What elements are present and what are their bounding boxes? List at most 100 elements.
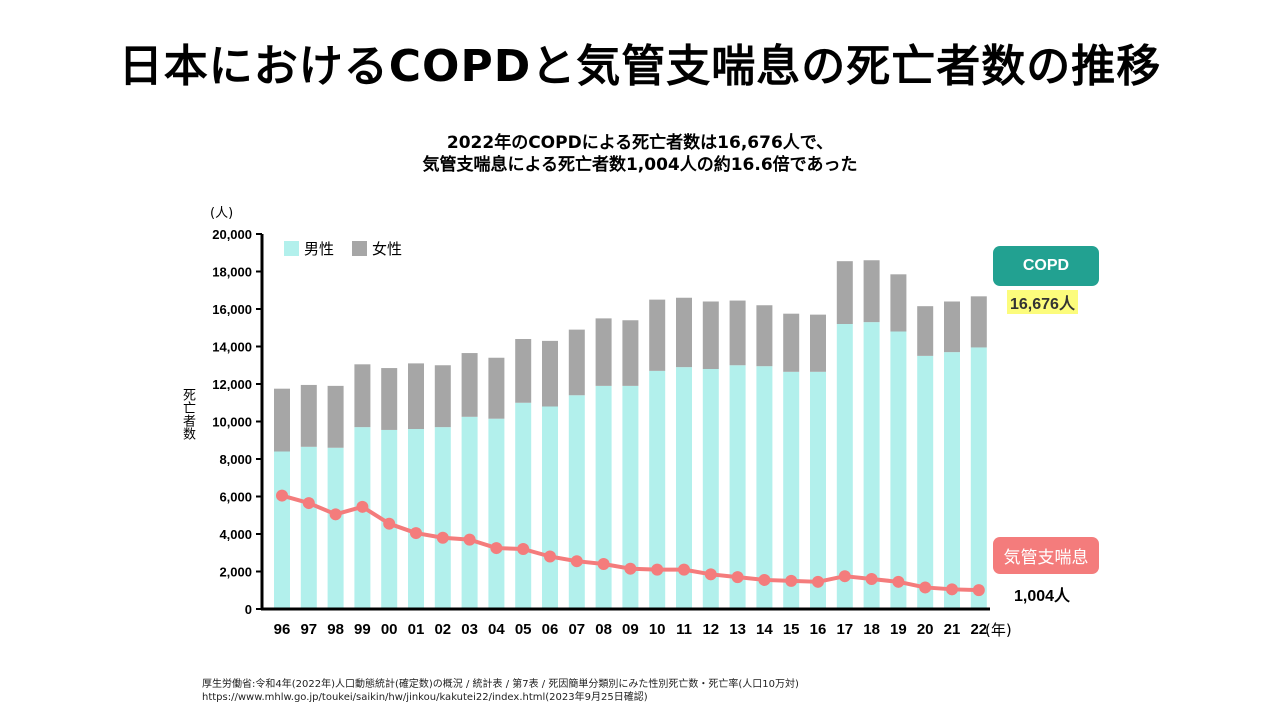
x-tick-label: 15 <box>783 621 800 638</box>
chart-subtitle: 2022年のCOPDによる死亡者数は16,676人で、 気管支喘息による死亡者数… <box>0 132 1280 176</box>
bar-female-14 <box>756 305 773 367</box>
bar-male-16 <box>810 371 826 609</box>
asthma-point-22 <box>972 584 985 597</box>
source-citation: 厚生労働省:令和4年(2022年)人口動態統計(確定数)の概況 / 統計表 / … <box>202 678 799 704</box>
subtitle-line-1: 2022年のCOPDによる死亡者数は16,676人で、 <box>446 133 834 153</box>
y-tick-label: 10,000 <box>212 415 252 430</box>
asthma-point-07 <box>570 555 583 568</box>
asthma-point-12 <box>704 568 717 581</box>
x-tick-label: 97 <box>300 621 317 638</box>
x-tick-label: 03 <box>461 621 478 638</box>
y-tick-label: 16,000 <box>212 302 252 317</box>
bar-female-19 <box>890 274 907 332</box>
x-tick-label: 09 <box>622 621 639 638</box>
page-title: 日本におけるCOPDと気管支喘息の死亡者数の推移 <box>118 41 1162 92</box>
asthma-point-02 <box>436 531 449 544</box>
bars-group <box>274 260 987 609</box>
bar-female-01 <box>408 363 424 429</box>
bar-male-10 <box>649 370 666 609</box>
x-tick-label: 02 <box>434 621 451 638</box>
copd-badge: COPD <box>993 246 1099 286</box>
bar-male-99 <box>354 427 371 609</box>
asthma-point-08 <box>597 558 610 570</box>
asthma-point-04 <box>490 542 503 555</box>
x-tick-label: 96 <box>274 621 291 638</box>
y-tick-label: 0 <box>245 602 252 617</box>
asthma-line-group <box>276 489 985 597</box>
y-tick-label: 4,000 <box>219 527 252 542</box>
asthma-point-17 <box>838 570 851 583</box>
asthma-point-97 <box>302 497 315 510</box>
legend-item-female: 女性 <box>352 238 402 259</box>
bar-female-02 <box>434 365 451 428</box>
y-axis-label: 死亡者数 <box>180 388 195 440</box>
x-tick-label: 08 <box>595 621 612 638</box>
x-tick-label: 12 <box>702 621 719 638</box>
bar-female-09 <box>622 320 639 386</box>
asthma-point-98 <box>329 508 342 521</box>
asthma-point-20 <box>919 581 932 594</box>
bar-female-99 <box>354 364 371 428</box>
bar-male-08 <box>595 385 612 609</box>
x-tick-label: 07 <box>568 621 585 638</box>
x-tick-label: 20 <box>917 621 934 638</box>
bar-male-98 <box>327 447 344 609</box>
x-tick-label: 18 <box>863 621 880 638</box>
asthma-badge: 気管支喘息 <box>993 537 1099 574</box>
bar-female-17 <box>836 261 853 324</box>
x-tick-label: 19 <box>890 621 907 638</box>
y-tick-label: 6,000 <box>219 490 252 505</box>
bar-female-21 <box>944 301 960 353</box>
x-tick-label: 01 <box>408 621 425 638</box>
bar-male-02 <box>434 427 451 609</box>
bar-male-04 <box>488 418 505 609</box>
y-tick-label: 8,000 <box>219 452 252 467</box>
x-tick-label: 21 <box>944 621 961 638</box>
asthma-point-13 <box>731 571 744 584</box>
x-tick-label: 00 <box>381 621 398 638</box>
bar-female-12 <box>702 301 719 369</box>
bar-female-15 <box>783 313 800 372</box>
bar-male-05 <box>515 402 532 609</box>
bar-male-06 <box>542 406 558 609</box>
x-tick-label: 22 <box>970 621 987 638</box>
x-tick-label: 05 <box>515 621 532 638</box>
bar-male-96 <box>274 451 290 609</box>
bar-male-09 <box>622 385 639 609</box>
legend-label-male: 男性 <box>304 240 335 258</box>
asthma-point-19 <box>892 575 905 588</box>
y-tick-label: 14,000 <box>212 340 252 355</box>
asthma-point-05 <box>517 543 530 555</box>
asthma-point-14 <box>758 573 771 586</box>
bar-female-96 <box>274 388 290 452</box>
bar-male-07 <box>568 395 585 609</box>
axes-group: 0 2,000 4,000 6,000 8,000 10,000 12,000 14,000 1… <box>212 227 990 638</box>
y-tick-label: 18,000 <box>212 265 252 280</box>
bar-male-13 <box>729 365 746 609</box>
legend-swatch-female <box>352 241 368 256</box>
bar-female-08 <box>595 318 612 386</box>
asthma-point-00 <box>383 517 396 530</box>
bar-female-10 <box>649 299 666 371</box>
bar-male-01 <box>408 429 424 609</box>
bar-female-20 <box>917 306 934 356</box>
asthma-point-01 <box>410 527 422 540</box>
bar-male-11 <box>676 367 692 609</box>
asthma-value-label: 1,004人 <box>1014 588 1071 605</box>
x-tick-label: 14 <box>756 621 773 638</box>
bar-female-11 <box>676 297 692 368</box>
bar-male-12 <box>702 369 719 609</box>
bar-male-17 <box>836 324 853 609</box>
legend: 男性 女性 <box>284 238 402 259</box>
asthma-point-18 <box>865 573 878 585</box>
bar-male-20 <box>917 355 934 609</box>
legend-swatch-male <box>284 241 299 256</box>
bar-female-98 <box>327 385 344 448</box>
asthma-point-15 <box>785 574 798 587</box>
asthma-point-03 <box>463 533 476 546</box>
bar-female-18 <box>863 260 880 323</box>
subtitle-line-2: 気管支喘息による死亡者数1,004人の約16.6倍であった <box>422 155 858 175</box>
bar-female-06 <box>542 340 558 407</box>
x-tick-label: 99 <box>354 621 371 638</box>
